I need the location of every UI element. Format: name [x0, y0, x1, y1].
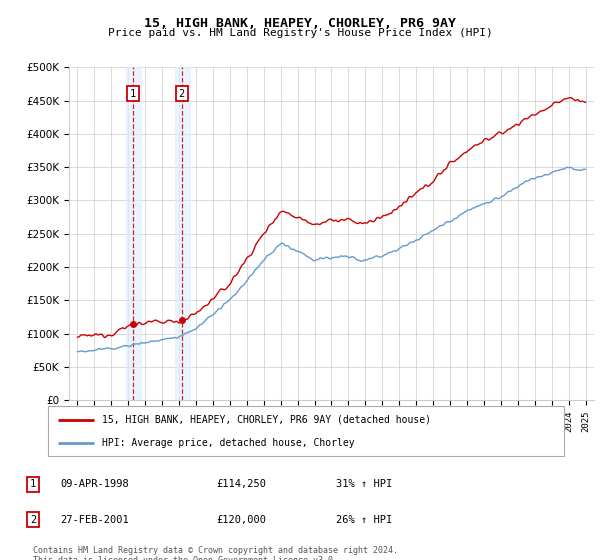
Text: 2: 2 — [179, 89, 185, 99]
Text: 15, HIGH BANK, HEAPEY, CHORLEY, PR6 9AY: 15, HIGH BANK, HEAPEY, CHORLEY, PR6 9AY — [144, 17, 456, 30]
Text: Contains HM Land Registry data © Crown copyright and database right 2024.
This d: Contains HM Land Registry data © Crown c… — [33, 546, 398, 560]
Text: £114,250: £114,250 — [216, 479, 266, 489]
Text: £120,000: £120,000 — [216, 515, 266, 525]
Text: 1: 1 — [30, 479, 36, 489]
FancyBboxPatch shape — [48, 406, 564, 456]
Text: 31% ↑ HPI: 31% ↑ HPI — [336, 479, 392, 489]
Text: 26% ↑ HPI: 26% ↑ HPI — [336, 515, 392, 525]
Text: 09-APR-1998: 09-APR-1998 — [60, 479, 129, 489]
Bar — [126, 67, 142, 400]
Text: 1: 1 — [130, 89, 136, 99]
Text: 27-FEB-2001: 27-FEB-2001 — [60, 515, 129, 525]
Bar — [175, 67, 190, 400]
Text: 2: 2 — [30, 515, 36, 525]
Text: 15, HIGH BANK, HEAPEY, CHORLEY, PR6 9AY (detached house): 15, HIGH BANK, HEAPEY, CHORLEY, PR6 9AY … — [102, 414, 431, 424]
Text: HPI: Average price, detached house, Chorley: HPI: Average price, detached house, Chor… — [102, 438, 355, 448]
Text: Price paid vs. HM Land Registry's House Price Index (HPI): Price paid vs. HM Land Registry's House … — [107, 28, 493, 38]
